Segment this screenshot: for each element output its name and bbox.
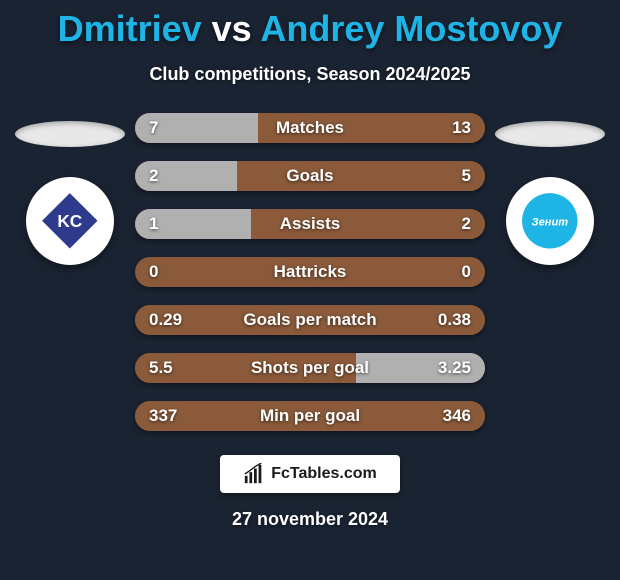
stat-row: Matches 7 13 xyxy=(135,113,485,143)
stat-row: Shots per goal 5.5 3.25 xyxy=(135,353,485,383)
stat-value-left: 7 xyxy=(149,118,158,138)
stat-value-right: 5 xyxy=(462,166,471,186)
left-player-silhouette xyxy=(15,121,125,147)
stat-value-right: 0 xyxy=(462,262,471,282)
stat-row: Goals 2 5 xyxy=(135,161,485,191)
brand-text: FcTables.com xyxy=(271,465,377,483)
stat-label: Goals per match xyxy=(243,310,376,330)
stat-bar-right xyxy=(237,161,486,191)
date-text: 27 november 2024 xyxy=(0,509,620,530)
stat-label: Hattricks xyxy=(274,262,347,282)
title-vs: vs xyxy=(212,8,252,49)
stat-value-left: 0 xyxy=(149,262,158,282)
stat-row: Hattricks 0 0 xyxy=(135,257,485,287)
title-player1: Dmitriev xyxy=(58,8,202,49)
stat-row: Goals per match 0.29 0.38 xyxy=(135,305,485,335)
stat-label: Min per goal xyxy=(260,406,360,426)
svg-text:KC: KC xyxy=(58,211,83,231)
title-player2: Andrey Mostovoy xyxy=(260,8,562,49)
stat-value-right: 346 xyxy=(443,406,471,426)
page-title: Dmitriev vs Andrey Mostovoy xyxy=(0,0,620,50)
stat-label: Assists xyxy=(280,214,340,234)
stat-value-right: 13 xyxy=(452,118,471,138)
right-team-logo: Зенит xyxy=(506,177,594,265)
left-team-logo: KC xyxy=(26,177,114,265)
stats-bars: Matches 7 13 Goals 2 5 Assists 1 2 Hattricks 0 0 Goa… xyxy=(135,113,485,431)
right-player-silhouette xyxy=(495,121,605,147)
stat-value-right: 3.25 xyxy=(438,358,471,378)
stat-label: Goals xyxy=(286,166,333,186)
stat-value-left: 337 xyxy=(149,406,177,426)
right-team-crest-icon: Зенит xyxy=(519,190,581,252)
stat-value-left: 2 xyxy=(149,166,158,186)
stat-value-left: 5.5 xyxy=(149,358,173,378)
stat-value-left: 1 xyxy=(149,214,158,234)
comparison-content: KC Matches 7 13 Goals 2 5 Assists 1 2 Hattricks 0 0… xyxy=(0,113,620,431)
right-side: Зенит xyxy=(485,113,615,265)
stat-value-right: 2 xyxy=(462,214,471,234)
stat-value-left: 0.29 xyxy=(149,310,182,330)
footer-badge: FcTables.com xyxy=(220,455,400,493)
stat-label: Shots per goal xyxy=(251,358,369,378)
stat-row: Min per goal 337 346 xyxy=(135,401,485,431)
subtitle: Club competitions, Season 2024/2025 xyxy=(0,64,620,85)
left-team-crest-icon: KC xyxy=(39,190,101,252)
left-side: KC xyxy=(5,113,135,265)
stat-row: Assists 1 2 xyxy=(135,209,485,239)
stat-value-right: 0.38 xyxy=(438,310,471,330)
svg-text:Зенит: Зенит xyxy=(532,217,569,229)
chart-icon xyxy=(243,463,265,485)
stat-label: Matches xyxy=(276,118,344,138)
